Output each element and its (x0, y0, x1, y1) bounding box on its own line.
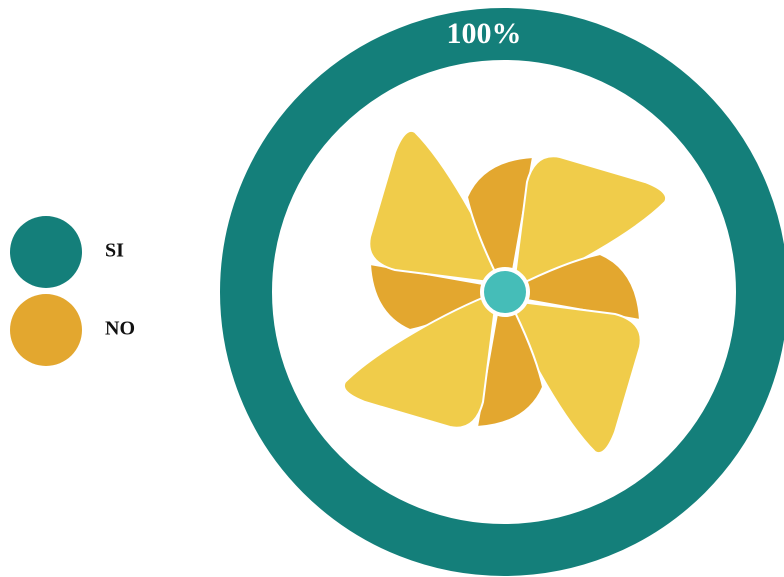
pinwheel-hub (480, 267, 530, 317)
legend-label: NO (105, 318, 135, 340)
donut-segment (220, 8, 784, 576)
donut: 100% (220, 8, 784, 576)
blade-pair (465, 155, 667, 294)
blade-pair (343, 290, 545, 429)
legend-swatch (10, 294, 82, 366)
legend-swatch (10, 216, 82, 288)
legend-label: SI (105, 240, 124, 262)
value-label: 100% (447, 17, 522, 50)
pinwheel-decoration (343, 130, 667, 454)
blade-pair (368, 130, 507, 332)
